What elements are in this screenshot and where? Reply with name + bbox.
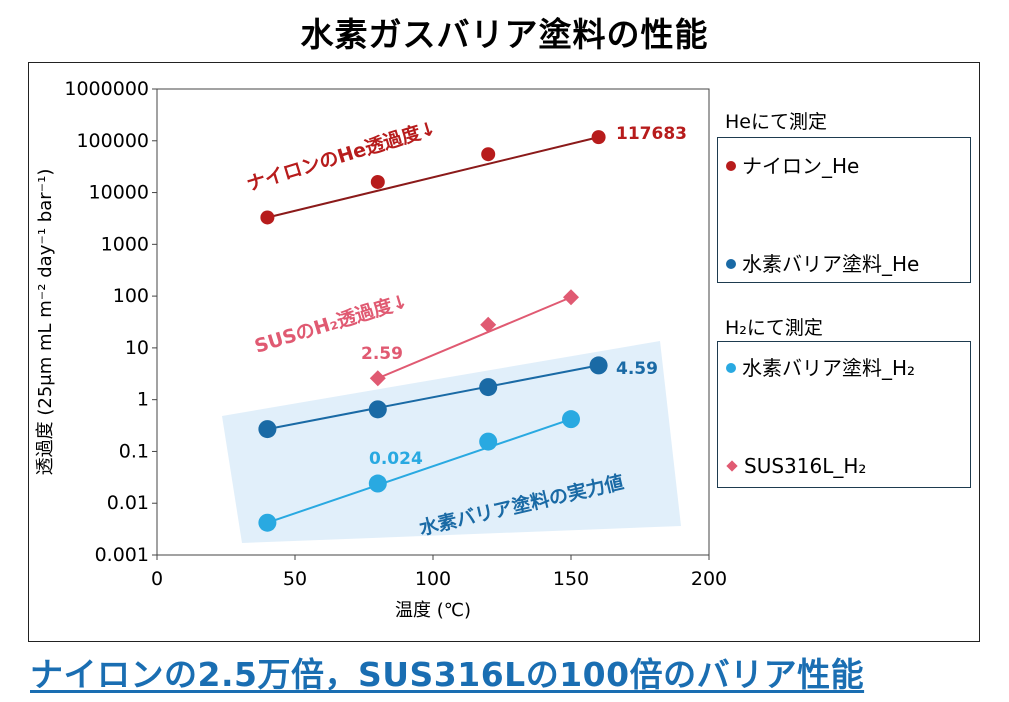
y-axis-title: 透過度 (25μm mL m⁻² day⁻¹ bar⁻¹) <box>35 169 56 476</box>
series-line-0 <box>267 136 599 219</box>
series-points <box>258 130 608 532</box>
legend-box-h2: 水素バリア塗料_H₂ SUS316L_H₂ <box>717 341 971 488</box>
data-point-circle <box>591 130 606 145</box>
data-point-circle <box>258 513 277 532</box>
series-line-1 <box>267 364 599 431</box>
legend-circle-icon <box>726 258 736 269</box>
data-point-circle <box>562 410 580 429</box>
series-line-2 <box>267 418 572 524</box>
value-label-nylon-160: 117683 <box>616 124 687 144</box>
x-tick-label: 200 <box>691 568 727 590</box>
legend-circle-icon <box>726 160 736 171</box>
data-point-circle <box>368 474 387 493</box>
y-tick-label: 0.001 <box>95 544 149 566</box>
data-point-circle <box>481 147 496 162</box>
y-tick-label: 1000 <box>101 233 149 255</box>
x-tick-label: 100 <box>415 568 451 590</box>
y-tick-label: 1 <box>137 389 149 411</box>
data-point-circle <box>370 174 385 189</box>
legend-entry-barrier-h2: 水素バリア塗料_H₂ <box>726 352 915 381</box>
barrier-highlight-band <box>222 341 681 543</box>
x-axis-title: 温度 (℃) <box>395 600 471 621</box>
data-point-circle <box>368 400 387 419</box>
bottom-caption: ナイロンの2.5万倍，SUS316Lの100倍のバリア性能 <box>30 655 865 694</box>
data-point-diamond <box>563 289 579 306</box>
data-point-circle <box>589 356 608 375</box>
legend-entry-sus-h2: SUS316L_H₂ <box>726 454 866 478</box>
legend-entry-nylon-he: ナイロン_He <box>726 150 859 179</box>
y-tick-label: 0.01 <box>107 492 149 514</box>
legend-label: 水素バリア塗料_H₂ <box>742 356 916 380</box>
data-point-circle <box>258 420 277 439</box>
series-lines <box>267 136 599 524</box>
legend-box-he: ナイロン_He 水素バリア塗料_He <box>717 137 971 283</box>
y-tick-label: 10000 <box>89 182 149 204</box>
y-axis: 0.001 0.01 0.1 1 10 100 1000 10000 100000 1000000 <box>64 78 157 566</box>
x-axis: 0 50 100 150 200 <box>151 555 727 590</box>
y-tick-label: 0.1 <box>119 440 149 462</box>
y-tick-label: 1000000 <box>64 78 149 100</box>
page-title: 水素ガスバリア塗料の性能 <box>300 15 709 54</box>
legend-circle-icon <box>726 362 736 373</box>
chart-canvas: 0.0010.010.11101001000100001000001000000… <box>35 78 727 621</box>
x-tick-label: 50 <box>283 568 307 590</box>
legend-label: SUS316L_H₂ <box>744 454 867 478</box>
y-tick-label: 10 <box>125 337 149 359</box>
data-point-diamond <box>369 370 386 387</box>
legend-label: ナイロン_He <box>742 154 860 178</box>
chart-frame: 0.001 0.01 0.1 1 10 100 1000 10000 100000 1000000… <box>28 62 980 642</box>
x-tick-label: 150 <box>553 568 589 590</box>
y-tick-label: 100000 <box>76 130 149 152</box>
legend-title-he: Heにて測定 <box>725 111 827 133</box>
legend-entry-barrier-he: 水素バリア塗料_He <box>726 248 919 277</box>
value-label-barrier-he-160: 4.59 <box>616 359 658 379</box>
y-tick-label: 100 <box>113 285 149 307</box>
value-label-barrier-h2-80: 0.024 <box>369 449 423 469</box>
data-point-diamond <box>480 316 497 333</box>
value-label-sus-80: 2.59 <box>361 344 403 364</box>
data-point-circle <box>479 432 498 451</box>
legend-title-h2: H₂にて測定 <box>725 317 823 339</box>
legend-label: 水素バリア塗料_He <box>742 252 920 276</box>
x-tick-label: 0 <box>151 568 163 590</box>
legend-diamond-icon <box>726 459 738 472</box>
data-point-circle <box>479 378 498 397</box>
data-point-circle <box>260 210 275 225</box>
series-line-3 <box>377 296 572 380</box>
